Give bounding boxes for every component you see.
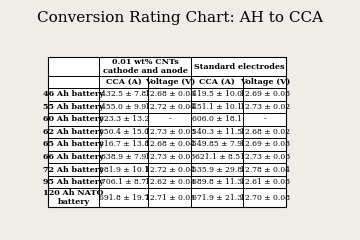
Text: 12.73 ± 0.03: 12.73 ± 0.03 bbox=[240, 153, 290, 161]
Text: CCA (A): CCA (A) bbox=[199, 78, 235, 86]
Text: 12.70 ± 0.08: 12.70 ± 0.08 bbox=[240, 193, 290, 202]
Text: 12.69 ± 0.03: 12.69 ± 0.03 bbox=[240, 140, 290, 149]
Text: 72 Ah battery: 72 Ah battery bbox=[43, 166, 104, 174]
Text: 120 Ah NATO
battery: 120 Ah NATO battery bbox=[43, 189, 104, 206]
Text: Voltage (V): Voltage (V) bbox=[145, 78, 195, 86]
Text: 432.5 ± 7.8: 432.5 ± 7.8 bbox=[101, 90, 147, 98]
Text: 65 Ah battery: 65 Ah battery bbox=[43, 140, 104, 149]
Text: 55 Ah battery: 55 Ah battery bbox=[43, 103, 104, 111]
Text: 12.68 ± 0.02: 12.68 ± 0.02 bbox=[240, 128, 290, 136]
Text: Standard electrodes: Standard electrodes bbox=[194, 63, 284, 71]
Text: 12.68 ± 0.04: 12.68 ± 0.04 bbox=[145, 140, 195, 149]
Text: 581.9 ± 10.1: 581.9 ± 10.1 bbox=[99, 166, 149, 174]
Text: 623.3 ± 13.2: 623.3 ± 13.2 bbox=[99, 115, 149, 123]
Text: 419.5 ± 10.0: 419.5 ± 10.0 bbox=[192, 90, 242, 98]
Text: 12.73 ± 0.02: 12.73 ± 0.02 bbox=[240, 103, 290, 111]
Text: 12.61 ± 0.03: 12.61 ± 0.03 bbox=[240, 178, 290, 186]
Text: 66 Ah battery: 66 Ah battery bbox=[43, 153, 104, 161]
Text: 689.8 ± 11.3: 689.8 ± 11.3 bbox=[192, 178, 242, 186]
Text: 12.71 ± 0.05: 12.71 ± 0.05 bbox=[145, 193, 195, 202]
Text: CCA (A): CCA (A) bbox=[106, 78, 142, 86]
Text: Conversion Rating Chart: AH to CCA: Conversion Rating Chart: AH to CCA bbox=[37, 11, 323, 25]
Text: 12.78 ± 0.04: 12.78 ± 0.04 bbox=[240, 166, 290, 174]
Text: 706.1 ± 8.7: 706.1 ± 8.7 bbox=[101, 178, 147, 186]
Text: 46 Ah battery: 46 Ah battery bbox=[43, 90, 104, 98]
Text: 621.1 ± 8.5: 621.1 ± 8.5 bbox=[195, 153, 240, 161]
Text: 0.01 wt% CNTs
cathode and anode: 0.01 wt% CNTs cathode and anode bbox=[103, 58, 188, 75]
Text: 455.0 ± 9.9: 455.0 ± 9.9 bbox=[101, 103, 147, 111]
Text: 549.85 ± 7.9: 549.85 ± 7.9 bbox=[192, 140, 242, 149]
Text: -: - bbox=[168, 115, 171, 123]
Text: 616.7 ± 13.8: 616.7 ± 13.8 bbox=[99, 140, 149, 149]
Text: 451.1 ± 10.1: 451.1 ± 10.1 bbox=[192, 103, 242, 111]
Text: 95 Ah battery: 95 Ah battery bbox=[43, 178, 104, 186]
Text: Voltage (V): Voltage (V) bbox=[240, 78, 290, 86]
Text: 638.9 ± 7.9: 638.9 ± 7.9 bbox=[101, 153, 147, 161]
Text: 535.9 ± 29.8: 535.9 ± 29.8 bbox=[192, 166, 242, 174]
Text: 606.0 ± 18.1: 606.0 ± 18.1 bbox=[192, 115, 242, 123]
Text: 12.68 ± 0.05: 12.68 ± 0.05 bbox=[145, 90, 195, 98]
Text: 12.62 ± 0.03: 12.62 ± 0.03 bbox=[145, 178, 195, 186]
Text: 550.4 ± 15.0: 550.4 ± 15.0 bbox=[99, 128, 149, 136]
Text: 12.69 ± 0.03: 12.69 ± 0.03 bbox=[240, 90, 290, 98]
Text: 12.73 ± 0.03: 12.73 ± 0.03 bbox=[145, 128, 195, 136]
Text: 540.3 ± 11.5: 540.3 ± 11.5 bbox=[192, 128, 242, 136]
Text: 60 Ah battery: 60 Ah battery bbox=[43, 115, 104, 123]
Text: 12.73 ± 0.03: 12.73 ± 0.03 bbox=[145, 153, 195, 161]
Text: -: - bbox=[264, 115, 266, 123]
Text: 62 Ah battery: 62 Ah battery bbox=[43, 128, 104, 136]
Text: 671.9 ± 21.3: 671.9 ± 21.3 bbox=[192, 193, 242, 202]
Text: 12.72 ± 0.04: 12.72 ± 0.04 bbox=[145, 103, 195, 111]
Text: 691.8 ± 19.7: 691.8 ± 19.7 bbox=[99, 193, 149, 202]
Text: 12.72 ± 0.04: 12.72 ± 0.04 bbox=[145, 166, 195, 174]
